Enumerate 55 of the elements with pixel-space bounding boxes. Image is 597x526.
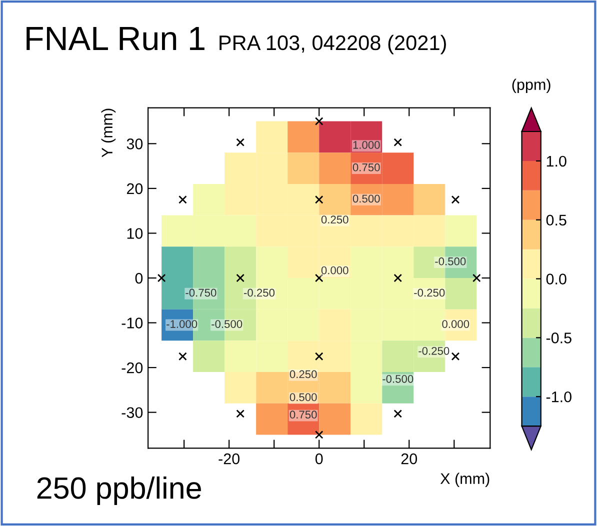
y-tick-label: 20 [126,183,143,194]
x-axis-title: X (mm) [440,472,490,488]
y-tick-label: 0 [135,272,143,284]
point [178,352,187,361]
color-bar-label: -0.5 [546,332,572,344]
annotation: -0.500 [212,320,242,328]
point [472,274,481,282]
point [314,352,324,361]
annotation: 0.750 [290,410,317,419]
y-tick-label: -20 [122,362,143,374]
x-tick-label: 0 [315,453,323,464]
point [314,274,324,282]
point [178,195,187,204]
point [394,138,402,146]
point [394,410,402,418]
chart-title: FNAL Run 1 [26,27,204,50]
annotation: 0.250 [290,370,317,378]
annotation: -0.250 [244,288,275,297]
color-bar-label: 0.0 [546,274,566,284]
y-tick-label: -10 [122,318,143,328]
annotation: 0.500 [290,393,317,402]
chart-subtitle: PRA 103, 042208 (2021) [220,34,446,54]
annotation: 0.750 [352,163,380,172]
color-bar-label: -1.0 [546,391,572,402]
point [451,195,460,204]
annotation: -0.500 [382,374,414,383]
point [314,195,324,204]
point [314,117,324,126]
point [451,352,460,361]
y-tick-label: -30 [122,407,143,418]
point [314,430,324,439]
color-bar-label: 1.0 [546,156,566,167]
text: 250 ppb/line [37,476,201,505]
y-axis-title: Y (mm) [101,108,116,158]
color-bar-title: (ppm) [512,78,550,94]
point [236,410,244,418]
annotation: -0.500 [435,257,466,266]
annotation: 0.500 [352,194,380,203]
point [157,274,166,282]
annotation: -0.250 [418,346,450,355]
x-tick-label: -20 [218,453,240,464]
annotation: -1.000 [166,320,198,328]
x-tick-label: 20 [401,453,418,464]
y-tick-label: 10 [127,228,143,239]
point [394,274,402,282]
annotation: 0.000 [442,320,470,328]
annotation: 1.000 [353,141,380,149]
annotation: 0.000 [321,266,348,274]
y-tick-label: 30 [126,138,143,150]
point [236,274,244,282]
annotation: 0.250 [321,216,348,224]
color-bar-label: 0.5 [546,214,566,226]
annotation: -0.750 [186,288,216,297]
point [236,138,244,146]
annotation: -0.250 [414,288,445,297]
